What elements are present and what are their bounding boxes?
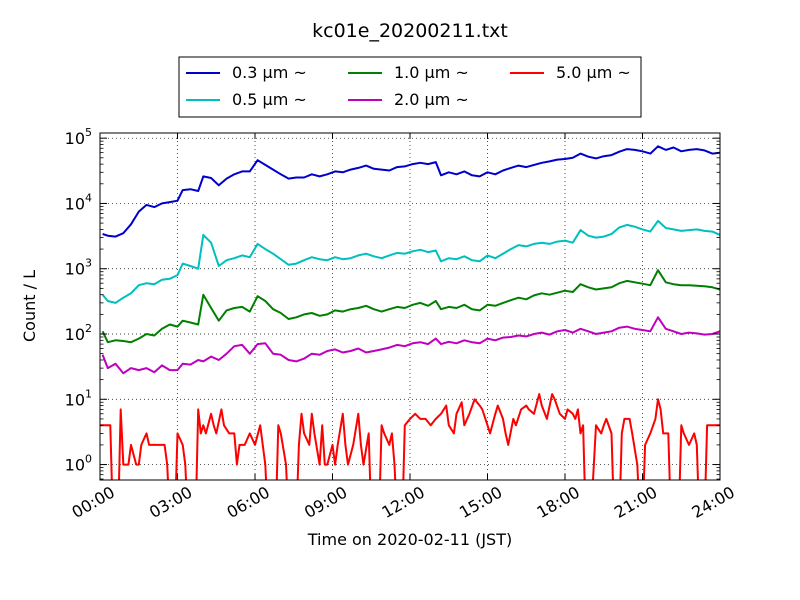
x-axis-label: Time on 2020-02-11 (JST) — [307, 530, 512, 549]
x-tick-label: 15:00 — [456, 482, 505, 522]
y-tick-labels: 100 101 102 103 104 105 — [65, 126, 92, 474]
x-tick-label: 12:00 — [379, 482, 428, 522]
series-line-2 — [101, 219, 720, 304]
chart-title: kc01e_20200211.txt — [312, 20, 508, 42]
y-tick-label: 105 — [65, 126, 92, 148]
x-tick-label: 21:00 — [611, 482, 660, 522]
x-tick-label: 09:00 — [301, 482, 350, 522]
legend: 0.3 μm ~ 0.5 μm ~ 1.0 μm ~ 2.0 μm ~ 5.0 μm ~ — [178, 56, 642, 118]
legend-label: 0.3 μm ~ — [232, 63, 307, 82]
y-tick-label: 100 — [65, 453, 92, 475]
series-line-3 — [101, 269, 720, 344]
legend-label: 2.0 μm ~ — [394, 90, 469, 109]
y-axis-label: Count / L — [20, 270, 39, 342]
x-tick-label: 03:00 — [146, 482, 195, 522]
x-tick-label: 18:00 — [534, 482, 583, 522]
legend-label: 1.0 μm ~ — [394, 63, 469, 82]
x-tick-label: 24:00 — [689, 482, 738, 522]
x-tick-label: 00:00 — [69, 482, 118, 522]
ticks — [99, 133, 721, 480]
y-tick-label: 104 — [65, 191, 92, 213]
legend-label: 5.0 μm ~ — [556, 63, 631, 82]
x-tick-label: 06:00 — [224, 482, 273, 522]
series-group — [100, 145, 720, 480]
x-tick-labels: 00:00 03:00 06:00 09:00 12:00 15:00 18:00 21:00… — [69, 482, 738, 522]
grid — [100, 133, 720, 480]
y-tick-label: 101 — [65, 387, 92, 409]
y-tick-label: 103 — [65, 257, 92, 279]
y-tick-label: 102 — [65, 322, 92, 344]
series-line-1 — [102, 145, 720, 238]
legend-label: 0.5 μm ~ — [232, 90, 307, 109]
series-line-4 — [101, 316, 720, 375]
plot-area — [99, 132, 721, 481]
legend-frame — [178, 56, 642, 118]
series-line-5 — [100, 393, 720, 480]
